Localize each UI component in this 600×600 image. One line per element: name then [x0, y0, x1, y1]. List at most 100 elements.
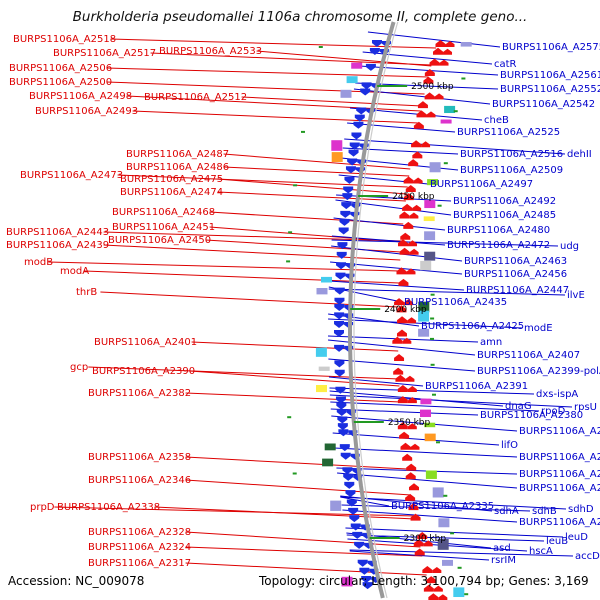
right-gene-label: BURPS1106A_A2447: [466, 285, 569, 296]
forward-gene-arrow: [408, 240, 418, 247]
forward-gene-arrow: [413, 177, 423, 184]
left-gene-label: BURPS1106A_A2500: [9, 77, 112, 88]
forward-gene-arrow: [402, 453, 413, 461]
minor-feature: [430, 363, 435, 366]
reverse-gene-arrow: [341, 202, 352, 210]
reverse-gene-arrow: [352, 531, 363, 539]
function-block: [424, 422, 436, 428]
left-label-connector: [54, 506, 415, 517]
forward-gene-arrow: [409, 248, 419, 255]
forward-gene-arrow: [435, 40, 446, 47]
right-label-connector: [328, 376, 424, 387]
right-gene-label: BURPS1106A_A2435: [404, 297, 507, 308]
left-gene-label: BURPS1106A_A2468: [112, 207, 215, 218]
forward-gene-arrow: [405, 493, 416, 501]
reverse-gene-arrow: [340, 452, 351, 460]
minor-feature: [430, 337, 434, 340]
right-gene-label: BURPS1106A_A2485: [453, 210, 556, 221]
forward-gene-arrow: [422, 565, 433, 573]
forward-gene-arrow: [408, 483, 419, 491]
minor-feature: [443, 494, 448, 497]
right-gene-label: BURPS1106A_A2456: [464, 269, 567, 280]
forward-gene-arrow: [407, 385, 417, 392]
left-gene-label: modA: [60, 266, 89, 277]
left-label-connector: [189, 370, 400, 387]
function-block: [340, 89, 352, 98]
right-gene-label: leuD: [565, 532, 588, 543]
reverse-gene-arrow: [334, 312, 345, 320]
right-label-connector: [347, 538, 528, 552]
right-gene-label: cheB: [484, 115, 509, 126]
reverse-gene-arrow: [336, 408, 347, 416]
minor-feature: [453, 110, 458, 113]
function-block: [420, 409, 431, 418]
left-label-connector: [191, 341, 399, 352]
left-gene-label: BURPS1106A_A2474: [120, 187, 223, 198]
left-gene-label: thrB: [76, 287, 97, 298]
minor-feature: [288, 231, 293, 234]
forward-gene-arrow: [403, 176, 414, 184]
right-gene-label: BURPS1106A_A2425: [421, 321, 524, 332]
forward-gene-arrow: [403, 193, 414, 201]
right-gene-label: leuB: [546, 536, 568, 547]
forward-gene-arrow: [424, 69, 435, 77]
right-label-connector: [327, 335, 479, 343]
reverse-gene-arrow: [335, 386, 346, 394]
reverse-gene-arrow: [340, 210, 351, 218]
reverse-gene-arrow: [371, 40, 382, 47]
forward-gene-arrow: [421, 141, 431, 148]
right-label-connector: [328, 318, 523, 329]
right-gene-label: udg: [560, 241, 579, 252]
right-gene-label: dehII: [567, 149, 592, 160]
left-gene-label: BURPS1106A_A2317: [88, 558, 191, 569]
left-label-connector: [110, 38, 437, 49]
forward-gene-arrow: [407, 317, 417, 324]
left-gene-label: BURPS1106A_A2517: [53, 48, 156, 59]
function-block: [424, 251, 436, 261]
forward-gene-arrow: [397, 396, 408, 404]
forward-gene-arrow: [402, 337, 412, 344]
right-gene-label: BURPS1106A_A2391: [425, 381, 528, 392]
minor-feature: [430, 293, 435, 296]
left-label-connector: [106, 81, 425, 95]
minor-feature: [443, 162, 448, 165]
left-gene-label: BURPS1106A_A2487: [126, 149, 229, 160]
right-label-connector: [336, 194, 452, 202]
reverse-gene-arrow: [334, 369, 345, 377]
right-gene-label: BURPS1106A_A2348: [519, 469, 600, 480]
forward-gene-arrow: [414, 548, 425, 556]
forward-gene-arrow: [397, 384, 408, 392]
forward-gene-arrow: [413, 539, 424, 547]
right-label-connector: [333, 217, 446, 231]
function-block: [331, 140, 343, 151]
left-gene-label: BURPS1106A_A2324: [88, 542, 191, 553]
reverse-gene-arrow: [348, 507, 359, 515]
left-gene-label: BURPS1106A_A2450: [108, 235, 211, 246]
forward-gene-arrow: [399, 431, 410, 439]
left-gene-label: prpD: [30, 502, 55, 513]
function-block: [432, 487, 444, 498]
left-label-connector: [217, 191, 406, 202]
forward-gene-arrow: [433, 585, 443, 592]
function-block: [324, 443, 336, 451]
forward-gene-arrow: [399, 247, 410, 255]
reverse-gene-arrow: [343, 473, 354, 481]
reverse-gene-arrow: [339, 218, 350, 226]
kbp-label: 2450 kbp: [392, 192, 435, 202]
forward-gene-arrow: [398, 278, 409, 286]
reverse-gene-arrow: [356, 107, 367, 115]
right-gene-label: accD: [575, 551, 600, 562]
reverse-gene-arrow: [337, 416, 348, 424]
function-block: [322, 458, 334, 467]
left-label-connector: [185, 531, 421, 548]
reverse-gene-arrow: [344, 176, 355, 184]
reverse-gene-arrow: [349, 515, 360, 523]
right-gene-label: BURPS1106A_A2561: [500, 70, 600, 81]
left-gene-label: BURPS1106A_A2390: [92, 366, 195, 377]
forward-gene-arrow: [402, 203, 413, 211]
right-gene-label: BURPS1106A_A2552: [500, 84, 600, 95]
right-gene-label: hscA: [529, 546, 553, 557]
right-gene-label: asd: [493, 543, 511, 554]
left-gene-label: BURPS1106A_A2518: [13, 34, 116, 45]
